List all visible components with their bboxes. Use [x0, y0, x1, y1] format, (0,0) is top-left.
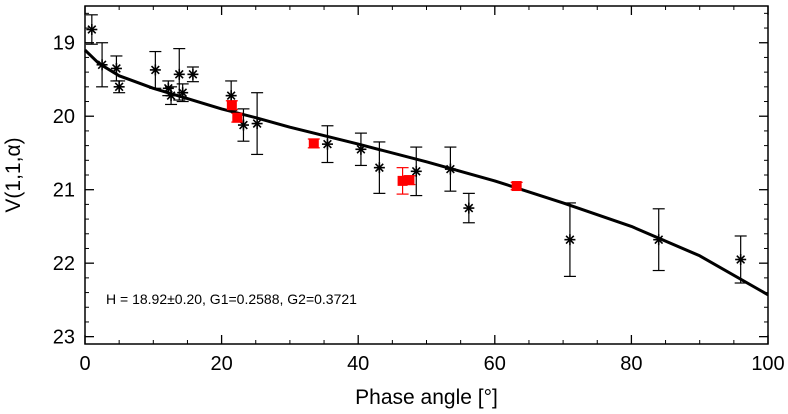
x-tick-label: 20 [210, 353, 232, 375]
data-point-black [735, 254, 747, 265]
data-point-black [237, 119, 249, 131]
y-tick-label: 20 [53, 106, 75, 128]
data-point-black [225, 90, 237, 102]
data-point-red [232, 112, 243, 123]
fit-curve-line [83, 49, 769, 297]
data-point-black [149, 64, 161, 76]
data-point-black [110, 62, 122, 74]
x-tick-label: 100 [751, 353, 784, 375]
data-point-black [113, 81, 125, 93]
x-tick-label: 0 [79, 353, 90, 375]
data-point-black [86, 24, 98, 36]
data-point-red [404, 175, 415, 186]
data-point-black [177, 87, 189, 99]
data-point-black [444, 163, 456, 175]
fit-parameters-annotation: H = 18.92±0.20, G1=0.2588, G2=0.3721 [106, 291, 357, 307]
data-point-red [511, 181, 522, 192]
y-tick-label: 23 [53, 327, 75, 349]
y-tick-label: 22 [53, 253, 75, 275]
data-point-red [226, 100, 237, 111]
data-point-red [308, 138, 319, 149]
y-tick-label: 19 [53, 33, 75, 55]
data-point-black [355, 143, 367, 155]
data-point-black [321, 138, 333, 150]
y-tick-label: 21 [53, 180, 75, 202]
data-point-red [397, 175, 408, 186]
x-tick-label: 80 [620, 353, 642, 375]
data-point-black [165, 90, 177, 102]
data-point-black [410, 165, 422, 177]
y-axis-title: V(1,1,α) [2, 137, 25, 212]
data-point-black [187, 68, 199, 80]
data-point-black [173, 68, 185, 80]
x-tick-label: 40 [347, 353, 369, 375]
data-point-black [251, 118, 263, 130]
data-point-black [653, 234, 665, 246]
x-tick-label: 60 [484, 353, 506, 375]
data-point-black [564, 234, 576, 246]
data-point-black [96, 59, 108, 71]
data-point-black [463, 202, 475, 214]
x-axis-title: Phase angle [°] [355, 386, 498, 409]
data-point-black [373, 162, 385, 174]
